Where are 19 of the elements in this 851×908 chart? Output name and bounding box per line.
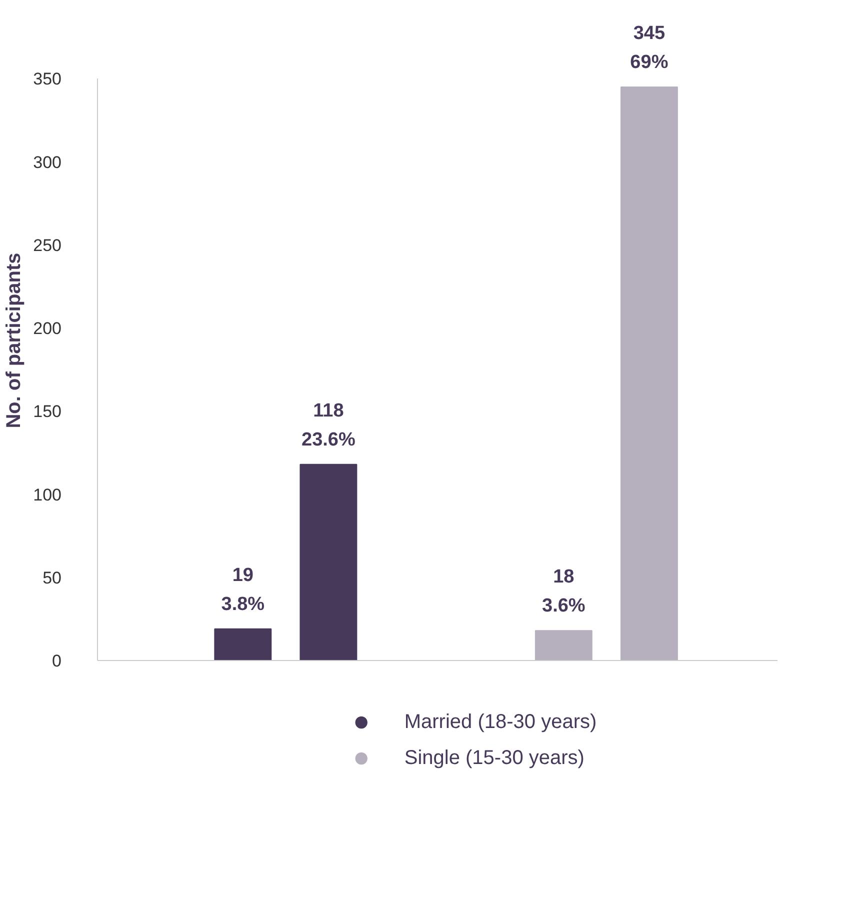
data-label: 345 69%	[630, 22, 668, 73]
data-label: 18 3.6%	[542, 566, 586, 617]
y-tick-label: 50	[42, 568, 62, 588]
y-tick-label: 100	[33, 485, 62, 504]
bar	[534, 630, 592, 660]
y-tick-label: 250	[33, 236, 62, 255]
bar	[620, 86, 678, 660]
y-tick-label: 0	[52, 652, 62, 670]
bar	[214, 628, 272, 660]
y-tick-label: 150	[33, 402, 62, 422]
legend-label: Married (18-30 years)	[404, 710, 597, 734]
y-tick-label: 300	[33, 152, 62, 172]
y-axis-title: No. of participants	[3, 252, 26, 428]
data-label: 118 23.6%	[302, 400, 356, 450]
y-tick-label: 350	[33, 70, 62, 89]
y-tick-label: 200	[33, 319, 62, 338]
bar	[300, 464, 358, 660]
legend-label: Single (15-30 years)	[404, 746, 584, 770]
data-label: 19 3.8%	[221, 564, 265, 615]
